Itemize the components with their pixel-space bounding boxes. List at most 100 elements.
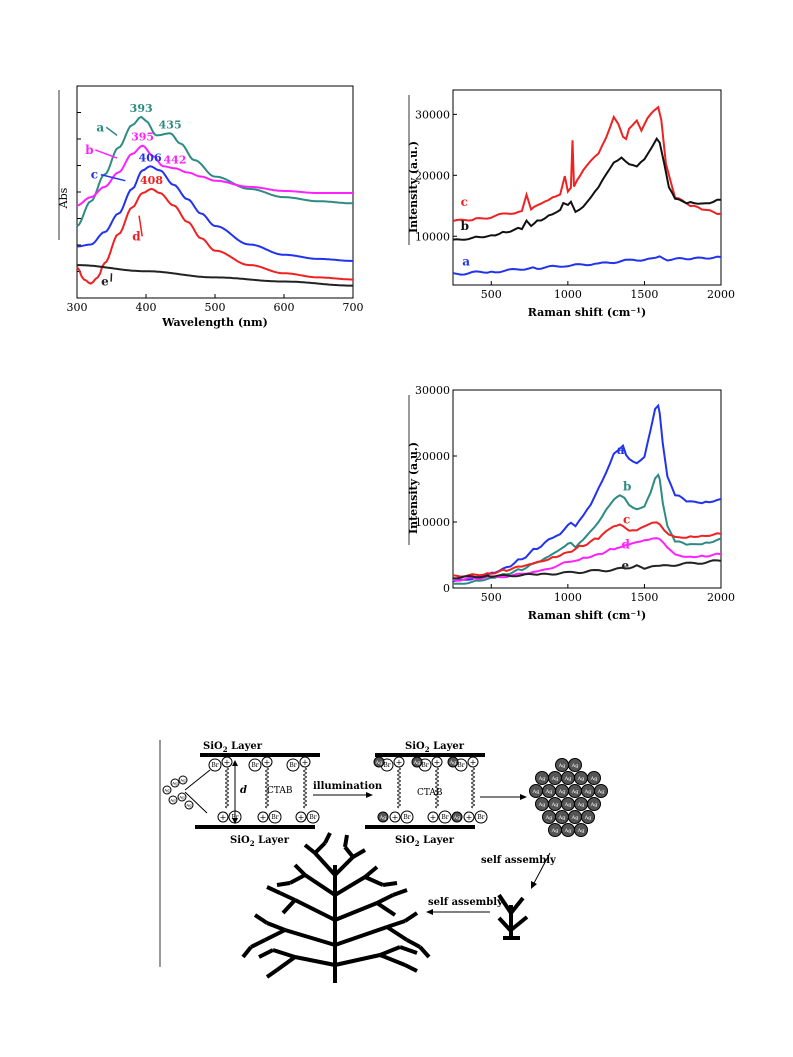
ion-label: Br	[477, 814, 484, 821]
ion-label: Ag	[558, 789, 567, 795]
dendrite-branch	[303, 873, 337, 897]
dendrite-branch	[404, 963, 418, 973]
ctab-chain	[397, 767, 401, 809]
ion-label: Ag	[571, 763, 580, 769]
ion-label: Ag	[163, 787, 170, 792]
ion-label: +	[430, 813, 437, 822]
curve-label-a: a	[96, 120, 104, 134]
self-assembly-label-2: self assembly	[428, 897, 504, 908]
x-axis-label: Raman shift (cm⁻¹)	[528, 609, 647, 622]
arrow-head-icon	[520, 794, 527, 800]
silver-particle	[581, 810, 595, 824]
y-tick-label: 0	[443, 582, 450, 595]
x-axis-label: Raman shift (cm⁻¹)	[528, 306, 647, 319]
dendrite-branch	[281, 898, 297, 915]
ion-label: +	[224, 758, 231, 767]
ion-label: Br	[271, 814, 278, 821]
ion-label: Ag	[545, 815, 554, 821]
dendrite-branch	[343, 834, 349, 848]
dendrite-branch	[363, 865, 379, 879]
dendrite-branch	[265, 968, 279, 979]
series-line-d	[452, 537, 722, 582]
ion-circle	[431, 756, 443, 768]
ion-circle	[177, 792, 187, 802]
curve-label-b: b	[85, 143, 93, 157]
uv-vis-chart: 300 400 500 600 700 393 435 395 442 406 408 a b c d e …	[55, 80, 370, 335]
ion-label: Ag	[379, 815, 388, 821]
ion-circle	[248, 758, 262, 772]
plot-frame	[452, 89, 722, 286]
ctab-chain	[225, 767, 229, 809]
dendrite-branch	[392, 888, 408, 897]
y-axis-label: Intensity (a.u.)	[407, 141, 420, 233]
x-tick-label: 600	[274, 301, 295, 314]
ion-label: Ag	[171, 780, 178, 785]
mechanism-schematic: SiO2 Layer SiO2 Layer Br + + Br Br + + Br Br + + Br…	[155, 735, 635, 985]
dendrite-branch	[275, 955, 297, 972]
silver-particle	[594, 784, 608, 798]
peak-label: 442	[163, 153, 186, 166]
ion-circle	[217, 811, 229, 823]
silver-particle	[451, 811, 463, 823]
curve-label-a: a	[617, 443, 625, 457]
series-line-c	[452, 105, 722, 222]
ion-label: +	[302, 758, 309, 767]
dendrite-branch	[272, 948, 296, 959]
raman-svg-1: 500 1000 1500 2000 10000 20000 30000 cb a Raman…	[407, 89, 735, 319]
ion-label: Ag	[584, 815, 593, 821]
ion-label: Ag	[551, 802, 560, 808]
silver-dendrite	[241, 832, 431, 983]
peak-label: 435	[159, 118, 182, 131]
dendrite-branch	[266, 921, 286, 932]
ion-circle	[208, 758, 222, 772]
ion-circle	[389, 811, 401, 823]
x-tick-label: 400	[136, 301, 157, 314]
self-assembly-arrow-1	[532, 852, 551, 886]
curve-label-c: c	[91, 168, 98, 182]
silver-nanoparticle-cluster: Ag Ag Ag Ag Ag Ag Ag Ag Ag Ag Ag Ag Ag Ag Ag Ag Ag Ag Ag Ag…	[529, 758, 608, 837]
ion-label: +	[260, 813, 267, 822]
ion-circle	[268, 810, 282, 824]
x-tick-label: 2000	[707, 591, 735, 604]
dendrite-branch	[379, 945, 401, 957]
schematic-svg: SiO2 Layer SiO2 Layer Br + + Br Br + + Br Br + + Br…	[159, 740, 608, 983]
x-tick-label: 500	[205, 301, 226, 314]
dendrite-branch	[294, 955, 336, 967]
curve-label-d: d	[132, 229, 141, 243]
ion-label: Ag	[551, 776, 560, 782]
ion-label: +	[220, 813, 227, 822]
dendrite-branch	[385, 925, 409, 942]
x-tick-label: 2000	[707, 288, 735, 301]
ion-label: Ag	[584, 789, 593, 795]
self-assembly-label-1: self assembly	[481, 855, 557, 866]
ion-label: Br	[211, 762, 218, 769]
curve-label-arrow	[100, 173, 126, 182]
ctab-label-left: CTAB	[267, 786, 293, 796]
y-axis-label: Intensity (a.u.)	[407, 442, 420, 534]
ion-label: +	[298, 813, 305, 822]
ctab-label-right: CTAB	[417, 788, 443, 798]
ctab-chain	[265, 767, 269, 809]
ion-label: Ag	[564, 828, 573, 834]
y-tick-label: 10000	[415, 516, 450, 529]
dendrite-branch	[266, 885, 281, 895]
dendrite-branch	[364, 875, 384, 887]
x-tick-label: 500	[481, 591, 502, 604]
ion-label: Br	[457, 762, 464, 769]
plot-frame	[452, 389, 722, 589]
curve-label-b: b	[461, 219, 469, 233]
dendrite-branch	[293, 863, 307, 877]
ion-circle	[467, 756, 479, 768]
ion-label: +	[470, 758, 477, 767]
series-line-d	[76, 187, 353, 285]
peak-label: 406	[139, 151, 162, 164]
silver-particle	[373, 756, 385, 768]
dendrite-branch	[276, 881, 291, 887]
silver-particle	[574, 823, 588, 837]
ion-label: Ag	[169, 797, 176, 802]
curve-label-c: c	[461, 195, 468, 209]
ion-circle	[438, 810, 452, 824]
